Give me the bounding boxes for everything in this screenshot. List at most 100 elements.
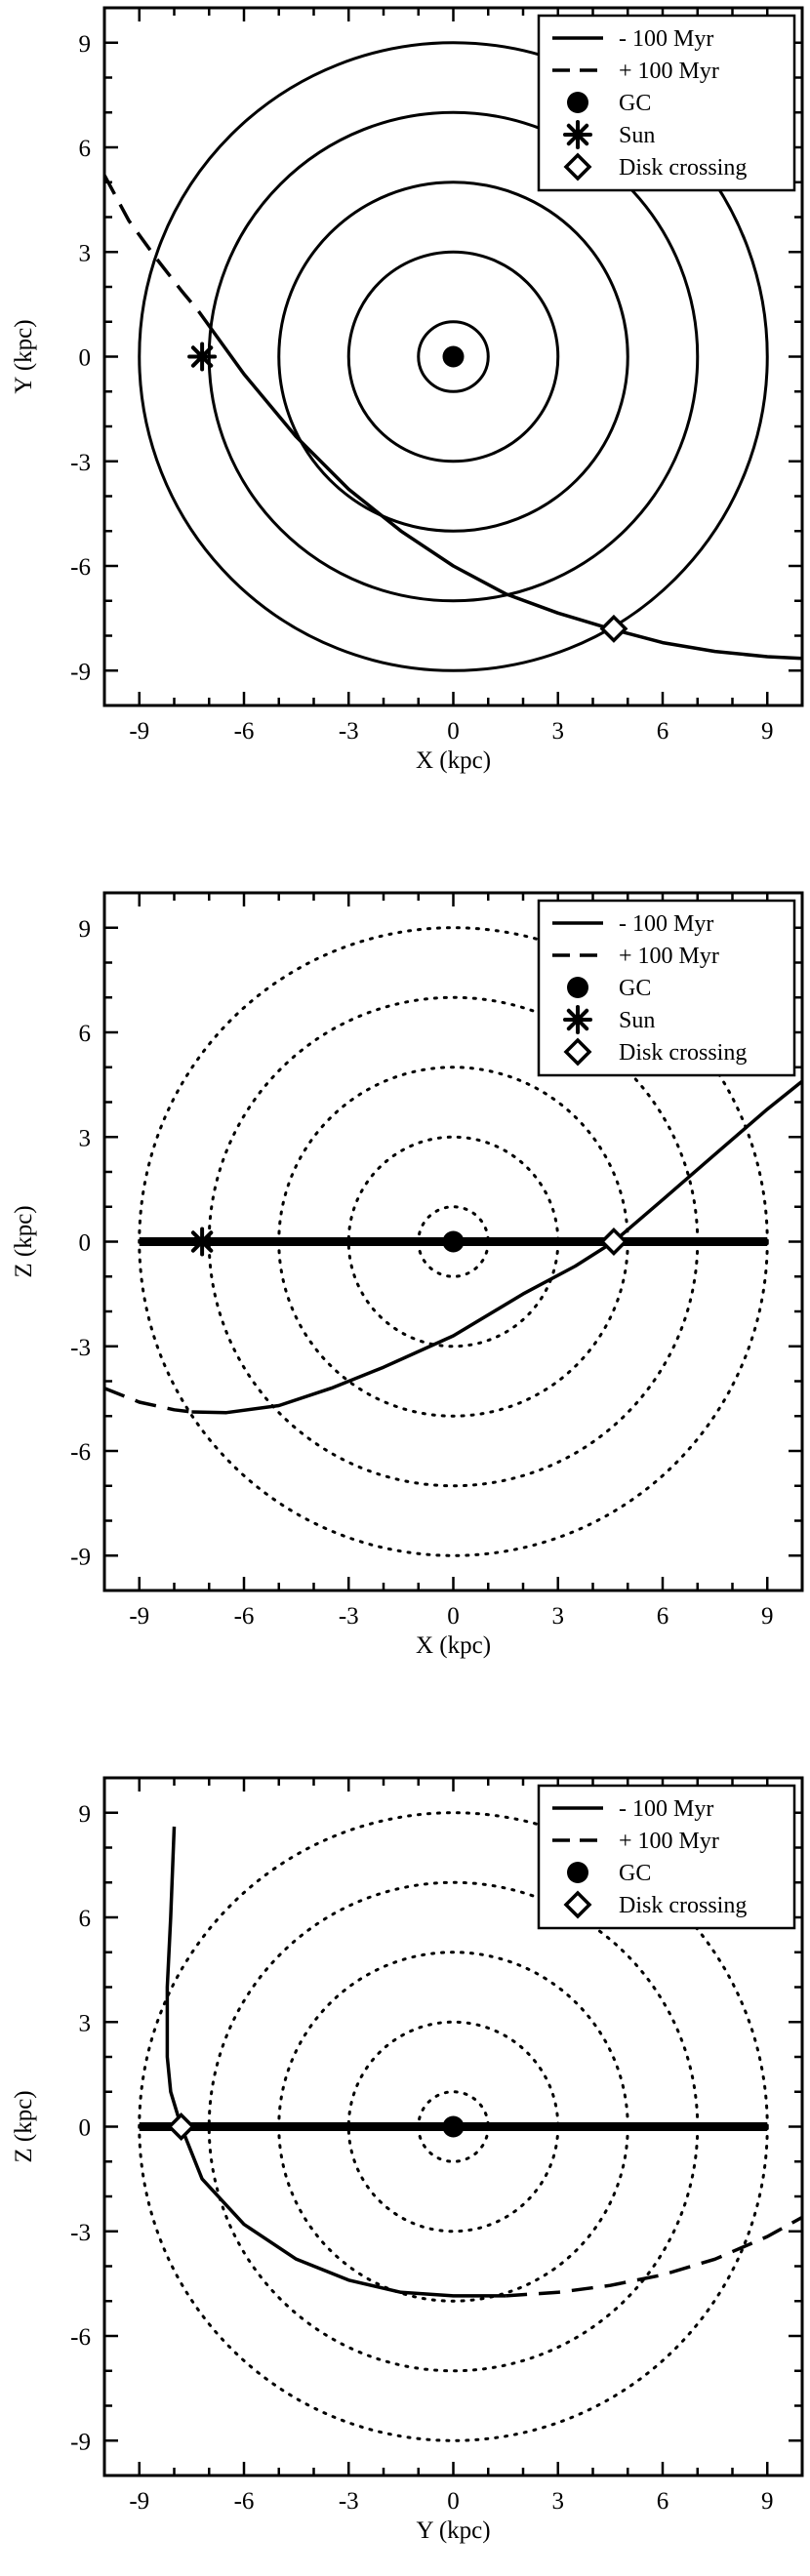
y-axis-label: Z (kpc) (11, 2090, 37, 2162)
ring-r9 (138, 41, 769, 672)
orbit-future-dashed-line (104, 174, 200, 313)
x-tick-label: 3 (552, 2488, 565, 2515)
x-tick-label: -9 (129, 718, 149, 745)
ring-r5 (277, 181, 629, 533)
marker-sun (187, 342, 218, 372)
x-tick-label: 0 (447, 1603, 460, 1630)
ring-r3 (346, 250, 560, 463)
y-tick-label: 6 (79, 136, 92, 162)
x-tick-label: 0 (447, 718, 460, 745)
legend-diamond-swatch (563, 1037, 592, 1067)
y-tick-label: 0 (79, 345, 92, 372)
plot-area (104, 41, 802, 672)
marker-gc (442, 1230, 465, 1253)
legend-diamond-swatch (563, 152, 592, 181)
x-tick-label: 6 (657, 2488, 669, 2515)
orbit-past-solid-line (165, 1826, 506, 2298)
x-tick-label: -3 (339, 1603, 359, 1630)
legend-diamond-swatch (563, 1890, 592, 1919)
legend-label: Disk crossing (619, 1040, 747, 1066)
y-axis-label: Z (kpc) (11, 1205, 37, 1277)
y-tick-label: -9 (70, 659, 91, 685)
legend: - 100 Myr + 100 Myr GC Sun Disk crossing (537, 14, 796, 192)
marker-gc (442, 345, 465, 368)
ring-r1 (417, 320, 490, 393)
x-tick-label: 0 (447, 2488, 460, 2515)
legend-label: + 100 Myr (619, 944, 719, 969)
orbit-future-dashed-line (505, 2215, 802, 2298)
plot-area (104, 926, 802, 1557)
x-tick-label: 6 (657, 718, 669, 745)
panel-x-y: -9 -6 -3 0 3 6 9 -9 -6 -3 0 3 6 9 X (kpc) Y (kpc) - 100 … (11, 6, 804, 774)
y-tick-label: -6 (70, 2324, 91, 2351)
legend-label: Sun (619, 1008, 655, 1033)
x-tick-label: 9 (761, 1603, 774, 1630)
orbit-past-solid-line (197, 309, 802, 661)
marker-sun-stroke (190, 345, 214, 368)
marker-disk-crossing (167, 2113, 196, 2141)
plot-area (138, 1811, 802, 2442)
tick-marks (104, 893, 802, 1590)
orbit-future-dashed-line (104, 1387, 192, 1414)
x-axis-label: Y (kpc) (416, 2517, 490, 2544)
legend-dot-swatch (567, 977, 588, 998)
legend: - 100 Myr + 100 Myr GC Disk crossing (537, 1784, 796, 1930)
x-axis-label: X (kpc) (416, 1632, 491, 1659)
legend-label: - 100 Myr (619, 26, 713, 52)
legend-label: GC (619, 91, 651, 116)
x-tick-label: -3 (339, 718, 359, 745)
marker-gc (442, 2115, 465, 2138)
y-tick-label: 6 (79, 1906, 92, 1932)
legend-dot-swatch (567, 92, 588, 113)
y-tick-label: 9 (79, 31, 92, 58)
x-tick-label: 9 (761, 2488, 774, 2515)
x-tick-label: 3 (552, 718, 565, 745)
marker-disk-crossing (599, 1228, 628, 1256)
marker-sun-stroke (190, 1230, 214, 1253)
y-tick-label: -9 (70, 2429, 91, 2455)
y-tick-label: 9 (79, 916, 92, 943)
orbit-past-solid-line (191, 1079, 802, 1415)
legend-label: + 100 Myr (619, 59, 719, 84)
y-axis-label: Y (kpc) (11, 319, 37, 393)
tick-marks (104, 8, 802, 705)
y-tick-label: -3 (70, 1335, 91, 1361)
legend-label: Sun (619, 123, 655, 148)
legend-label: GC (619, 976, 651, 1001)
panel-x-z: -9 -6 -3 0 3 6 9 -9 -6 -3 0 3 6 9 X (kpc) Z (kpc) - 100 … (11, 891, 804, 1659)
x-tick-label: 3 (552, 1603, 565, 1630)
x-tick-label: -6 (234, 1603, 255, 1630)
x-tick-label: 6 (657, 1603, 669, 1630)
legend-asterisk-swatch (563, 1005, 592, 1034)
y-tick-label: -3 (70, 2220, 91, 2246)
legend-label: GC (619, 1861, 651, 1886)
x-tick-label: -6 (234, 2488, 255, 2515)
x-tick-label: -6 (234, 718, 255, 745)
y-tick-label: 9 (79, 1801, 92, 1828)
x-axis-label: X (kpc) (416, 747, 491, 774)
y-tick-label: -6 (70, 554, 91, 581)
y-tick-label: 3 (79, 1125, 92, 1151)
y-tick-label: 3 (79, 2010, 92, 2036)
legend-label: - 100 Myr (619, 1796, 713, 1822)
y-tick-label: -3 (70, 450, 91, 476)
legend-asterisk-swatch-stroke (566, 1008, 589, 1031)
y-tick-label: 0 (79, 1230, 92, 1257)
legend-label: + 100 Myr (619, 1829, 719, 1854)
x-tick-label: -9 (129, 1603, 149, 1630)
legend-asterisk-swatch (563, 120, 592, 149)
marker-disk-crossing (599, 614, 628, 643)
y-tick-label: -6 (70, 1439, 91, 1466)
y-tick-label: 0 (79, 2115, 92, 2142)
y-tick-label: 3 (79, 240, 92, 266)
y-tick-label: 6 (79, 1021, 92, 1047)
x-tick-label: 9 (761, 718, 774, 745)
marker-sun (187, 1227, 218, 1257)
panel-y-z: -9 -6 -3 0 3 6 9 -9 -6 -3 0 3 6 9 Y (kpc) Z (kpc) - 100 … (11, 1776, 804, 2544)
legend-label: Disk crossing (619, 1893, 747, 1918)
legend-asterisk-swatch-stroke (566, 123, 589, 146)
legend: - 100 Myr + 100 Myr GC Sun Disk crossing (537, 899, 796, 1077)
x-tick-label: -3 (339, 2488, 359, 2515)
